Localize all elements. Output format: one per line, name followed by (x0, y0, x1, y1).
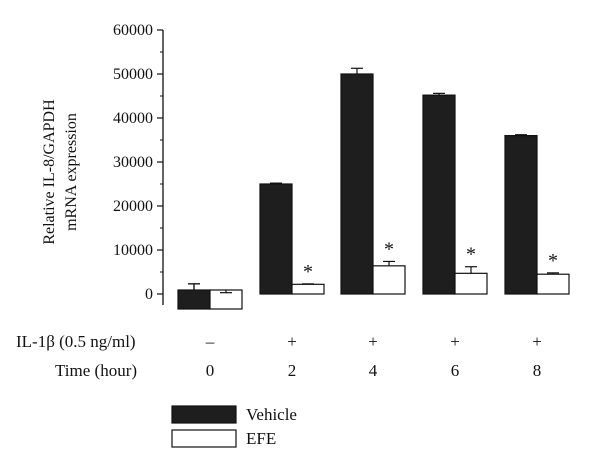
y-axis-title: Relative IL-8/GAPDH mRNA expression (41, 99, 80, 245)
time-value: 8 (533, 361, 542, 380)
bar-vehicle (422, 94, 456, 295)
significance-star: * (548, 250, 558, 272)
time-value: 4 (369, 361, 378, 380)
time-value: 6 (451, 361, 460, 380)
y-tick-label: 30000 (113, 154, 153, 171)
legend-label-vehicle: Vehicle (246, 405, 297, 424)
bar-vehicle (259, 183, 293, 295)
y-axis: 0 10000 20000 30000 40000 50000 60000 (113, 22, 164, 305)
y-tick-label: 60000 (113, 22, 153, 39)
bar-efe (291, 283, 325, 295)
time-row-label: Time (hour) (55, 361, 137, 380)
legend: Vehicle EFE (171, 405, 297, 448)
time-values: 0 2 4 6 8 (206, 361, 542, 380)
y-tick-label: 20000 (113, 198, 153, 215)
y-axis-title-line-1: Relative IL-8/GAPDH (41, 99, 58, 245)
legend-swatch-efe (171, 429, 237, 448)
y-tick-label: 50000 (113, 66, 153, 83)
bar-efe (454, 272, 488, 295)
treatment-row-label: IL-1β (0.5 ng/ml) (16, 332, 136, 351)
treatment-value: + (532, 332, 542, 351)
treatment-values: – + + + + (205, 332, 542, 351)
bar-vehicle (340, 73, 374, 295)
treatment-value: + (287, 332, 297, 351)
significance-star: * (303, 261, 313, 283)
significance-star: * (384, 238, 394, 260)
treatment-row: IL-1β (0.5 ng/ml) – + + + + (16, 332, 542, 351)
treatment-value: + (450, 332, 460, 351)
bar-efe (536, 273, 570, 295)
bar-vehicle (504, 135, 538, 295)
time-value: 2 (288, 361, 297, 380)
time-row: Time (hour) 0 2 4 6 8 (55, 361, 541, 380)
legend-label-efe: EFE (246, 429, 276, 448)
bar-efe (372, 265, 406, 295)
treatment-value: – (205, 332, 215, 351)
bars: * * * * (177, 67, 570, 310)
legend-swatch-vehicle (171, 405, 237, 424)
treatment-value: + (368, 332, 378, 351)
bar-vehicle (177, 289, 211, 310)
y-axis-title-line-2: mRNA expression (63, 113, 80, 231)
y-tick-label: 10000 (113, 242, 153, 259)
significance-star: * (466, 244, 476, 266)
y-tick-label: 40000 (113, 110, 153, 127)
time-value: 0 (206, 361, 215, 380)
y-tick-label: 0 (145, 286, 153, 303)
